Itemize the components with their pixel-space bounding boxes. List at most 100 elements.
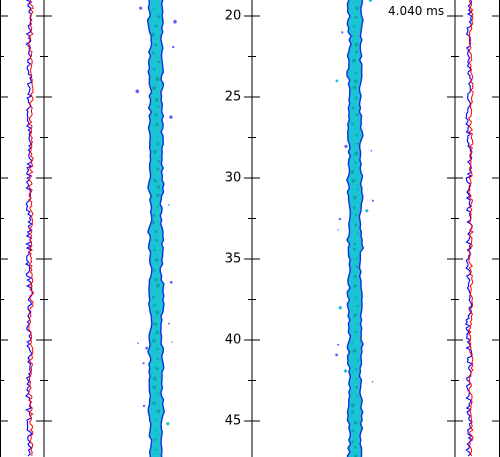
y-tick-label: 40 [224,332,242,348]
left-column-speck [152,385,157,390]
left-column-speck [156,283,161,288]
y-tick-label: 20 [224,8,242,24]
right-column-droplet [344,144,348,148]
right-column-droplet [370,150,373,152]
right-column-speck [355,113,359,117]
right-column-speck [351,429,355,433]
left-column-speck [152,213,156,217]
right-column-speck [356,395,359,398]
left-column-speck [153,149,157,154]
y-tick-label: 30 [224,170,242,186]
left-column-speck [152,8,155,11]
left-column-speck [155,135,158,137]
right-column-speck [351,122,354,126]
right-column-speck [351,106,355,110]
y-tick-label: 25 [224,89,242,105]
left-column-speck [156,409,161,413]
left-column-droplet [168,322,170,325]
right-column-speck [353,195,357,200]
left-column-speck [154,230,158,234]
left-column-speck [151,220,155,225]
left-column-droplet [172,45,175,49]
left-column [146,0,165,457]
right-column-speck [353,284,357,288]
left-column-droplet [142,404,146,408]
right-column-speck [350,410,355,414]
left-column-droplet [171,341,173,343]
left-column-speck [152,51,155,55]
right-column-droplet [341,31,344,34]
left-column-speck [152,303,156,307]
right-column-speck [353,242,356,245]
right-column-droplet [371,381,374,383]
right-column-droplet [337,229,339,231]
right-blue-trace [464,0,474,457]
left-column-speck [154,43,158,47]
right-column-speck [353,420,358,425]
right-column-droplet [335,79,339,83]
y-tick-label: 35 [224,251,242,267]
left-column-speck [152,339,156,343]
left-column-speck [156,347,159,351]
left-column-speck [157,205,159,208]
left-column-speck [152,295,155,299]
left-column-speck [155,366,159,370]
left-column-droplet [139,6,143,10]
left-column-droplet [173,19,177,24]
left-column-droplet [137,342,139,345]
left-column-speck [155,122,159,127]
right-column-droplet [338,306,342,310]
right-column-droplet [365,209,369,213]
right-column-speck [351,440,355,444]
right-column-speck [354,151,359,156]
right-column-speck [356,257,359,260]
left-column-speck [154,258,159,262]
right-column-speck [354,454,358,457]
right-column-speck [352,58,356,63]
left-column-speck [157,105,160,108]
left-column-speck [154,97,159,102]
right-column-speck [351,403,355,408]
right-column [346,0,365,457]
left-column-speck [154,448,157,451]
left-column-droplet [169,280,173,284]
left-column-speck [153,179,157,183]
left-column-droplet [169,115,173,119]
right-column-droplet [371,199,374,202]
right-column-speck [353,446,357,449]
right-column-speck [355,133,358,137]
left-column-droplet [166,422,170,426]
left-column-speck [154,113,158,117]
left-column-speck [155,77,160,82]
left-column-speck [155,310,160,315]
left-column-speck [152,269,156,272]
right-column-speck [354,368,358,371]
left-column-speck [153,249,156,252]
right-column-speck [354,330,357,334]
right-column-speck [355,385,359,389]
right-column-speck [354,223,358,227]
y-tick-label: 45 [224,413,242,429]
left-column-droplet [142,362,145,365]
left-column-speck [155,330,160,335]
right-column-speck [351,341,354,344]
right-column-droplet [344,369,348,373]
right-column-speck [355,213,358,217]
right-column-droplet [368,0,373,2]
right-column-speck [353,313,357,317]
left-column-speck [153,322,158,326]
left-column-speck [152,401,156,405]
right-red-trace [468,0,474,457]
left-column-speck [152,376,157,381]
time-label: 4.040 ms [388,4,445,18]
right-column-speck [352,348,357,353]
right-column-speck [357,359,359,362]
right-column-speck [352,206,356,210]
right-column-droplet [337,343,340,346]
left-column-speck [156,167,160,171]
right-column-speck [354,71,358,75]
left-column-speck [153,68,156,71]
left-column-speck [155,419,157,422]
left-column-speck [155,238,159,242]
